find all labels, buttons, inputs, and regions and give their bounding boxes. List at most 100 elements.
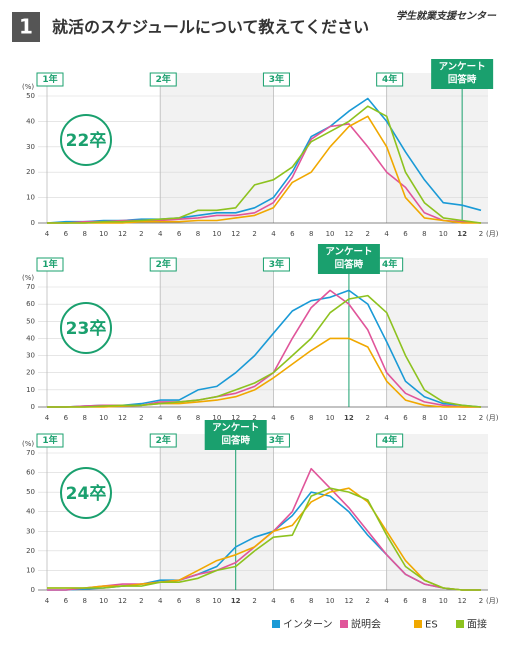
x-tick-label: 4 xyxy=(384,414,389,422)
x-tick-label: 12 xyxy=(118,597,127,605)
year-shade xyxy=(159,73,274,223)
annotation-text: アンケート xyxy=(439,62,486,73)
y-tick-label: 20 xyxy=(26,168,35,176)
x-tick-label: 6 xyxy=(403,414,408,422)
y-tick-label: 30 xyxy=(26,143,35,151)
x-tick-label: 10 xyxy=(99,597,108,605)
x-tick-label: 10 xyxy=(326,230,335,238)
annotation-text: 回答時 xyxy=(448,74,477,86)
x-tick-label: 6 xyxy=(64,597,69,605)
x-tick-label: 8 xyxy=(196,597,200,605)
y-tick-label: 30 xyxy=(26,352,35,360)
x-tick-label: 12 xyxy=(344,230,353,238)
year-box xyxy=(262,72,290,87)
year-shade xyxy=(386,258,488,407)
x-tick-label: 4 xyxy=(158,230,163,238)
x-tick-label: 4 xyxy=(45,230,50,238)
year-label: 4年 xyxy=(382,258,397,270)
logo: 学生就業支援センター xyxy=(396,10,497,22)
x-tick-label: 10 xyxy=(99,414,108,422)
x-tick-label: 2 xyxy=(366,597,370,605)
x-tick-label: 2 xyxy=(366,230,370,238)
year-label: 2年 xyxy=(156,258,171,270)
x-tick-label: 8 xyxy=(422,230,426,238)
series-line xyxy=(47,115,481,224)
x-tick-label: 2 xyxy=(252,230,256,238)
badge-label: 22卒 xyxy=(66,130,107,151)
y-unit: (%) xyxy=(22,83,34,91)
x-tick-label: 6 xyxy=(64,230,69,238)
y-tick-label: 60 xyxy=(26,469,35,477)
x-tick-label: 2 xyxy=(366,414,370,422)
x-tick-label: 2 xyxy=(252,414,256,422)
x-unit: (月) xyxy=(486,230,499,238)
y-tick-label: 10 xyxy=(26,194,35,202)
x-tick-label: 8 xyxy=(309,414,313,422)
x-tick-label: 10 xyxy=(99,230,108,238)
year-box xyxy=(36,433,64,448)
y-tick-label: 70 xyxy=(26,283,35,291)
x-tick-label: 6 xyxy=(290,230,295,238)
x-tick-label: 2 xyxy=(479,597,483,605)
x-tick-label: 6 xyxy=(64,414,69,422)
x-tick-label: 12 xyxy=(231,414,240,422)
year-label: 1年 xyxy=(42,73,57,85)
legend-label: ES xyxy=(425,620,438,631)
y-tick-label: 70 xyxy=(26,449,35,457)
x-tick-label: 12 xyxy=(344,597,353,605)
y-tick-label: 50 xyxy=(26,488,35,496)
x-tick-label: 10 xyxy=(212,414,221,422)
x-tick-label: 10 xyxy=(439,597,448,605)
legend-label: インターン xyxy=(283,619,333,631)
y-tick-label: 20 xyxy=(26,547,35,555)
number-box xyxy=(12,12,40,42)
x-tick-label: 8 xyxy=(422,597,426,605)
x-tick-label: 6 xyxy=(177,597,182,605)
legend-label: 説明会 xyxy=(351,618,381,631)
y-tick-label: 40 xyxy=(26,508,35,516)
series-line xyxy=(47,294,482,408)
annotation-text: アンケート xyxy=(212,423,259,434)
year-label: 1年 xyxy=(42,258,57,270)
y-tick-label: 10 xyxy=(26,566,35,574)
legend-label: 面接 xyxy=(467,618,487,631)
y-tick-label: 10 xyxy=(26,386,35,394)
x-tick-label: 12 xyxy=(231,230,240,238)
x-tick-label: 6 xyxy=(177,230,182,238)
y-tick-label: 50 xyxy=(26,317,35,325)
x-tick-label: 8 xyxy=(83,230,87,238)
year-label: 3年 xyxy=(269,434,284,446)
x-tick-label: 6 xyxy=(290,597,295,605)
legend-swatch xyxy=(272,620,280,628)
y-tick-label: 40 xyxy=(26,117,35,125)
badge-label: 23卒 xyxy=(66,318,107,339)
y-tick-label: 0 xyxy=(31,403,35,411)
x-tick-label: 12 xyxy=(118,230,127,238)
x-tick-label: 8 xyxy=(83,597,87,605)
x-tick-label: 6 xyxy=(290,414,295,422)
x-tick-label: 2 xyxy=(479,230,483,238)
y-tick-label: 0 xyxy=(31,219,35,227)
x-tick-label: 8 xyxy=(309,230,313,238)
x-tick-label: 10 xyxy=(326,414,335,422)
x-tick-label: 10 xyxy=(212,597,221,605)
x-tick-label: 10 xyxy=(326,597,335,605)
year-box xyxy=(36,257,64,272)
annotation-box xyxy=(317,244,380,274)
title: 就活のスケジュールについて教えてください xyxy=(52,18,369,37)
x-tick-label: 8 xyxy=(196,230,200,238)
y-tick-label: 40 xyxy=(26,334,35,342)
x-tick-label: 12 xyxy=(118,414,127,422)
annotation-text: アンケート xyxy=(325,247,372,258)
x-unit: (月) xyxy=(486,414,499,422)
x-tick-label: 4 xyxy=(384,230,389,238)
x-tick-label: 8 xyxy=(83,414,87,422)
x-tick-label: 4 xyxy=(158,597,163,605)
annotation-box xyxy=(431,59,494,89)
x-tick-label: 8 xyxy=(309,597,313,605)
year-label: 1年 xyxy=(42,434,57,446)
annotation-text: 回答時 xyxy=(221,435,250,447)
y-tick-label: 20 xyxy=(26,369,35,377)
year-box xyxy=(149,257,177,272)
series-line xyxy=(47,123,482,224)
